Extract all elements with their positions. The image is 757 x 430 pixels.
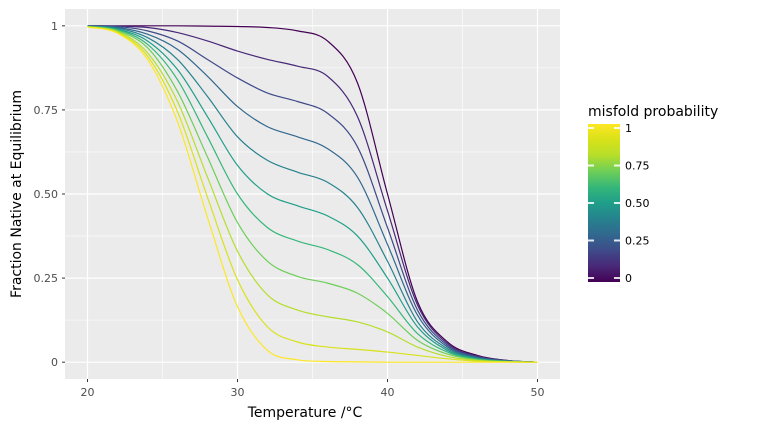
legend-title: misfold probability [588,104,718,120]
y-tick-label: 0.25 [34,272,59,285]
x-tick-label: 30 [231,386,245,399]
colorbar-label: 0.50 [625,197,650,210]
x-tick-label: 50 [531,386,545,399]
y-tick-label: 0.75 [34,104,59,117]
series-lines [87,25,538,363]
series-line [87,25,538,363]
legend: misfold probability 0 0.25 0.50 0.75 1 [588,104,718,285]
x-axis-title: Temperature /°C [247,405,363,421]
series-line [87,25,538,363]
colorbar-label: 1 [625,122,632,135]
series-line [87,25,538,363]
series-line [87,25,538,363]
colorbar-label: 0.25 [625,235,650,248]
series-line [87,26,538,363]
colorbar-label: 0 [625,272,632,285]
x-axis: 20 30 40 50 [81,379,545,399]
colorbar-label: 0.75 [625,160,650,173]
series-line [87,25,538,363]
x-tick-label: 40 [381,386,395,399]
y-tick-label: 0 [51,356,58,369]
series-line [87,25,538,363]
series-line [87,26,538,363]
y-tick-label: 0.50 [34,188,59,201]
x-tick-label: 20 [81,386,95,399]
colorbar-ticks: 0 0.25 0.50 0.75 1 [588,122,650,285]
series-line [87,25,538,363]
y-axis-title: Fraction Native at Equilibrium [9,90,25,298]
y-tick-label: 1 [51,20,58,33]
y-axis: 0 0.25 0.50 0.75 1 [34,20,65,369]
series-line [87,26,538,363]
